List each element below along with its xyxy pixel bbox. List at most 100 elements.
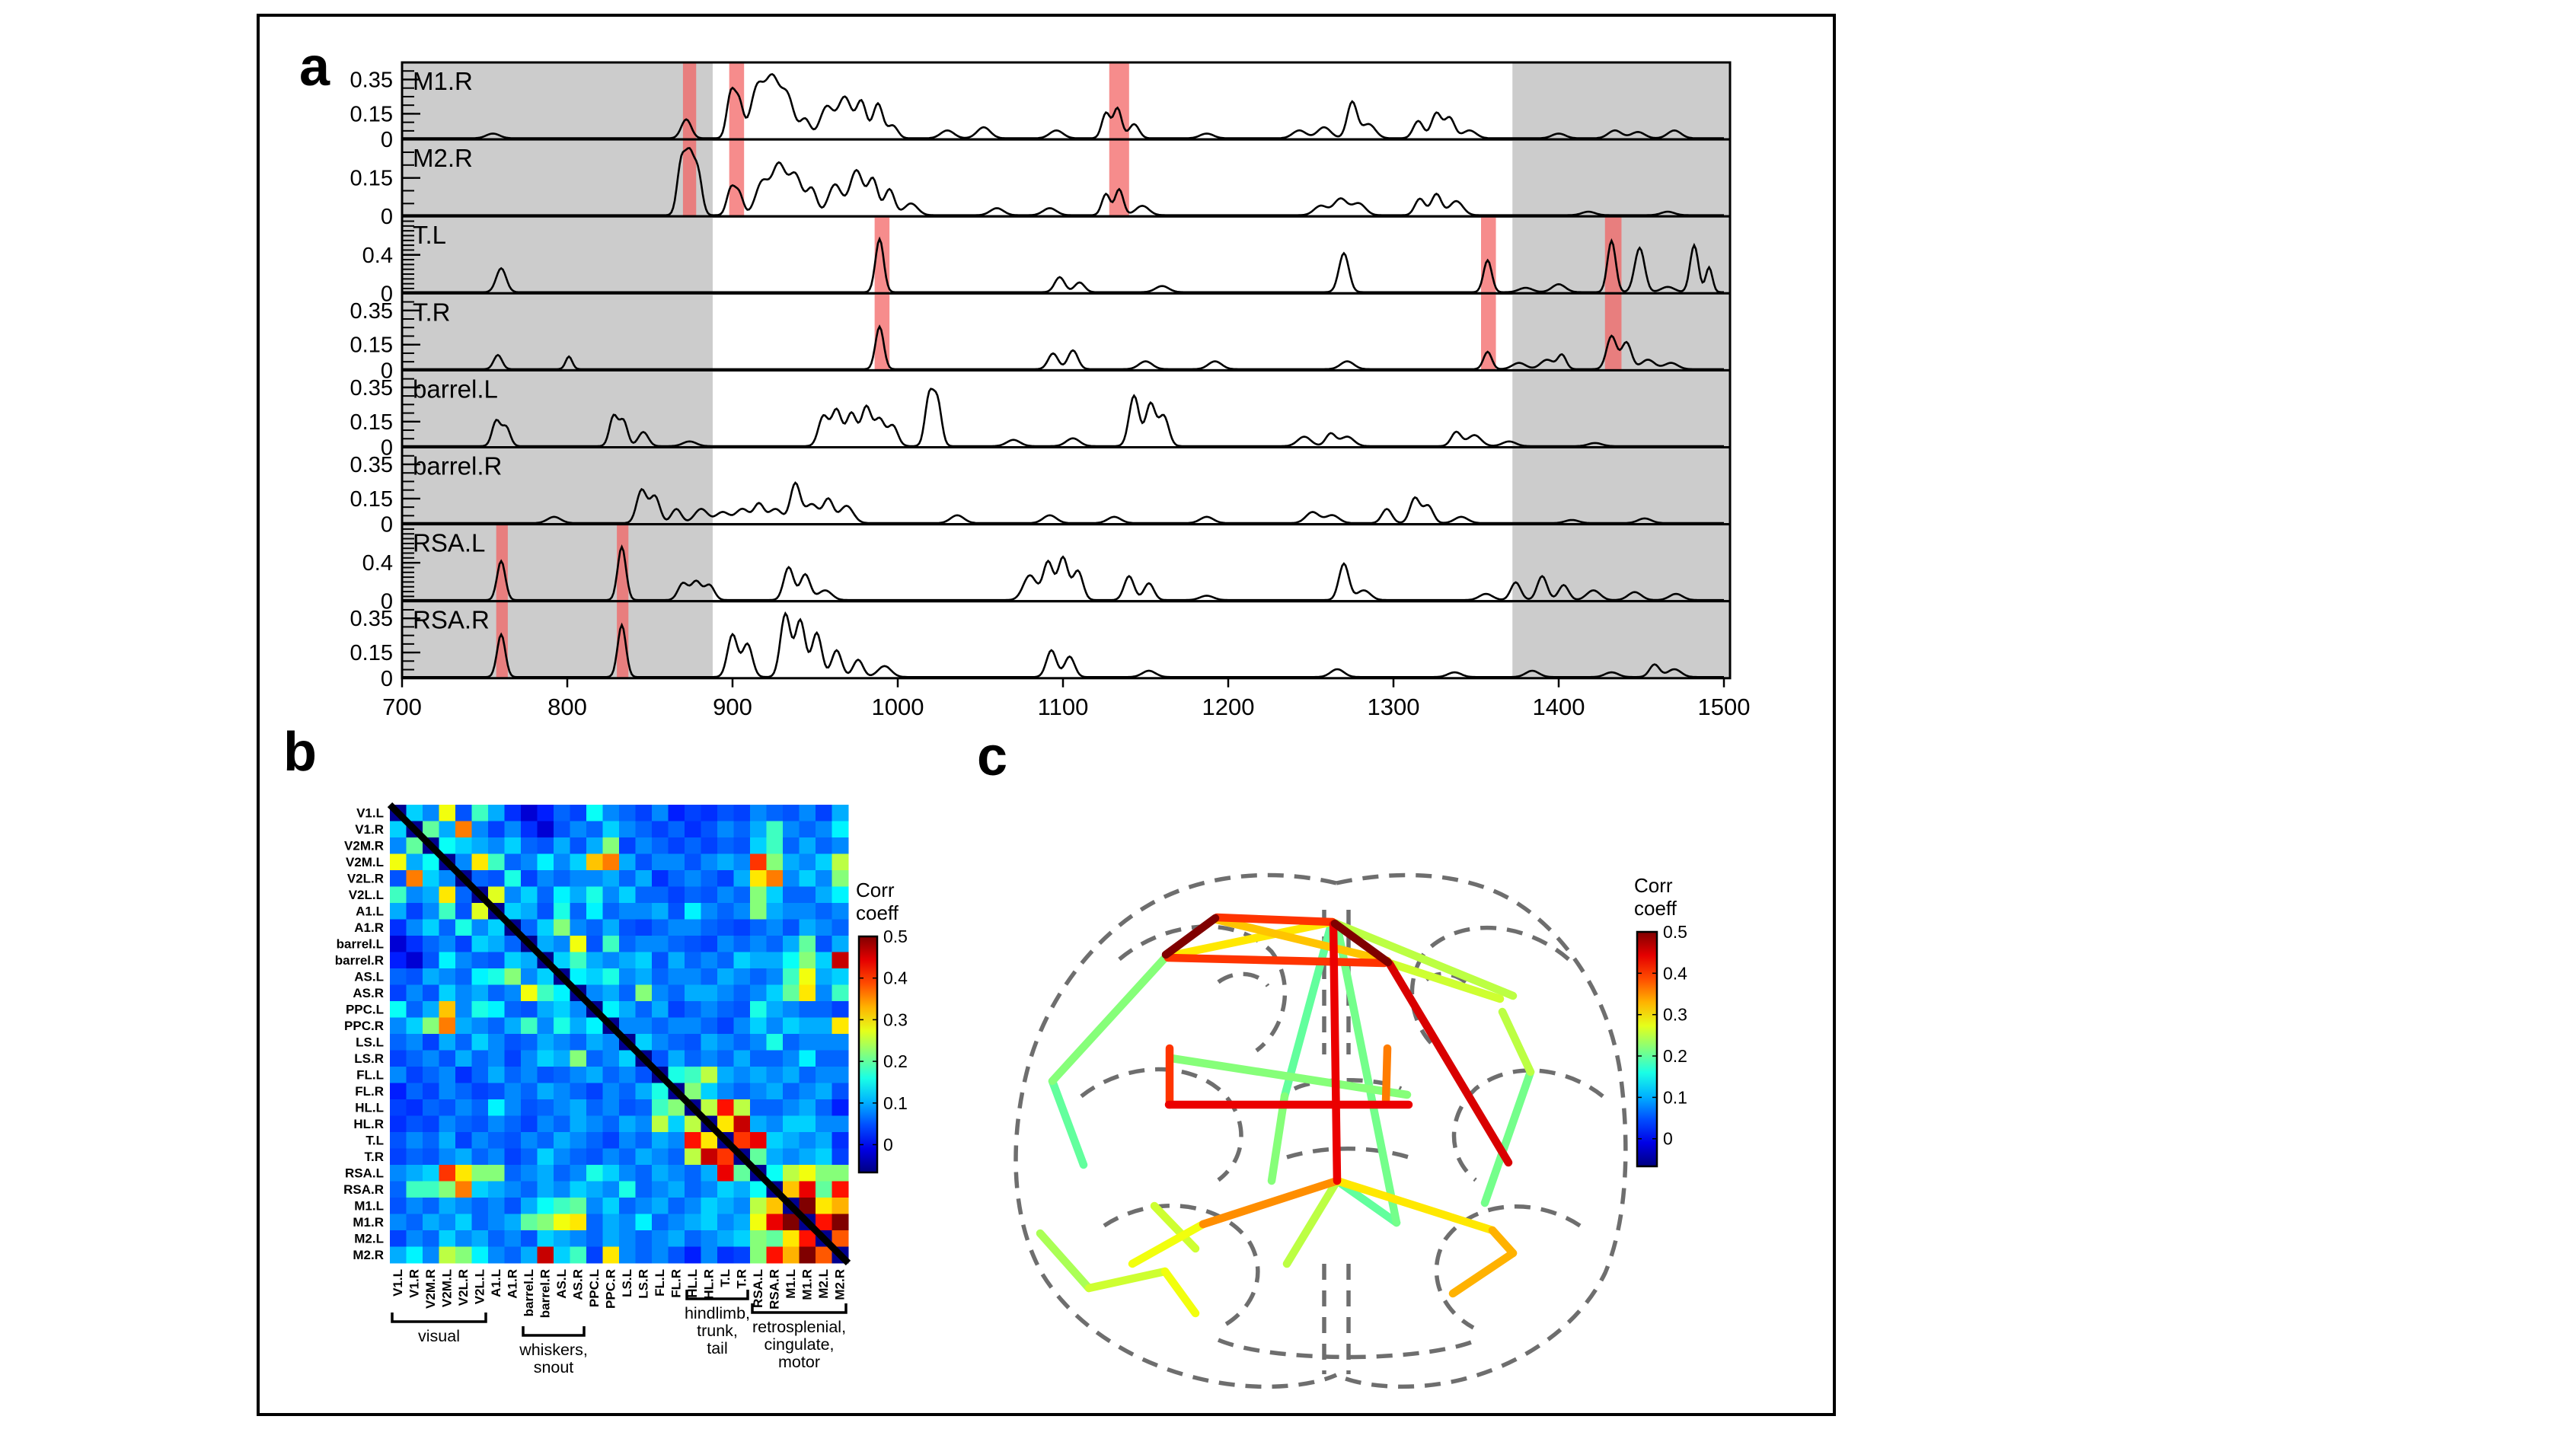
matrix-cell — [635, 903, 653, 920]
matrix-cell — [635, 1181, 653, 1198]
matrix-cell — [685, 903, 701, 920]
matrix-cell — [733, 1181, 751, 1198]
matrix-cell — [471, 936, 489, 952]
matrix-cell — [488, 1083, 505, 1100]
matrix-cell — [390, 1246, 407, 1264]
matrix-cell — [832, 1067, 849, 1083]
x-tick-label: 1000 — [872, 694, 924, 720]
matrix-cell — [766, 1246, 784, 1264]
resting-epoch-shade — [1512, 62, 1730, 140]
matrix-cell — [471, 919, 489, 936]
matrix-cell — [586, 903, 603, 920]
x-tick-label: 1300 — [1368, 694, 1420, 720]
matrix-cell — [783, 1067, 800, 1083]
group-bracket — [522, 1326, 586, 1337]
matrix-cell — [406, 1034, 423, 1051]
matrix-cell — [766, 1198, 784, 1214]
group-label: trunk, — [697, 1322, 738, 1340]
matrix-cell — [554, 1115, 570, 1133]
matrix-cell — [750, 837, 767, 854]
matrix-cell — [439, 1017, 456, 1035]
matrix-cell — [521, 1115, 538, 1133]
matrix-cell — [602, 1246, 620, 1264]
matrix-cell — [439, 1181, 456, 1198]
matrix-cell — [570, 968, 587, 985]
matrix-cell — [521, 886, 538, 904]
matrix-cell — [439, 1132, 456, 1149]
matrix-col-label: V1.R — [407, 1269, 422, 1298]
matrix-cell — [816, 952, 832, 969]
matrix-cell — [488, 1230, 505, 1247]
matrix-cell — [685, 1230, 701, 1247]
matrix-cell — [799, 1001, 816, 1018]
matrix-cell — [423, 805, 439, 821]
highlight-epoch-bar — [1481, 293, 1496, 371]
matrix-cell — [799, 1115, 816, 1133]
matrix-cell — [406, 936, 423, 952]
matrix-cell — [635, 936, 653, 952]
highlight-epoch-bar — [617, 524, 629, 601]
matrix-cell — [488, 1214, 505, 1231]
panel-a-traces-plot: 0.350.150M1.R0.150M2.R0.40T.L0.350.150T.… — [350, 61, 1750, 720]
region-label: RSA.L — [413, 529, 485, 557]
matrix-cell — [717, 1198, 734, 1214]
matrix-cell — [619, 870, 636, 887]
matrix-cell — [471, 870, 489, 887]
trace-row-barrel.L: 0.35 0.150 barrel.L — [350, 368, 1732, 461]
matrix-cell — [504, 1230, 522, 1247]
colorbar-title: coeff — [1634, 897, 1677, 920]
network-edge — [1036, 1229, 1093, 1293]
matrix-cell — [504, 1132, 522, 1149]
matrix-cell — [488, 1067, 505, 1083]
network-edge — [1167, 1054, 1412, 1099]
matrix-cell — [537, 936, 554, 952]
network-edge — [1333, 921, 1401, 1227]
matrix-cell — [816, 1148, 832, 1166]
matrix-cell — [832, 1132, 849, 1149]
matrix-cell — [635, 968, 653, 985]
matrix-cell — [652, 984, 669, 1002]
y-tick-label: 0 — [381, 436, 393, 461]
matrix-cell — [832, 870, 849, 887]
colorbar-tick-label: 0.5 — [1663, 922, 1687, 942]
matrix-cell — [635, 919, 653, 936]
network-edge — [1048, 952, 1170, 1086]
matrix-cell — [717, 1181, 734, 1198]
y-tick-label: 0.15 — [350, 167, 393, 191]
matrix-cell — [733, 1050, 751, 1067]
matrix-cell — [717, 1214, 734, 1231]
highlight-epoch-bar — [1604, 293, 1622, 371]
matrix-cell — [537, 1165, 554, 1182]
matrix-col-label: FL.R — [669, 1269, 684, 1298]
matrix-cell — [750, 1132, 767, 1149]
matrix-cell — [783, 936, 800, 952]
matrix-cell — [521, 1181, 538, 1198]
region-label: T.L — [413, 221, 446, 249]
matrix-cell — [423, 1034, 439, 1051]
matrix-cell — [471, 1214, 489, 1231]
matrix-cell — [537, 903, 554, 920]
matrix-cell — [471, 1083, 489, 1100]
matrix-cell — [652, 968, 669, 985]
matrix-cell — [406, 870, 423, 887]
matrix-cell — [766, 1067, 784, 1083]
matrix-cell — [717, 821, 734, 838]
matrix-cell — [766, 1132, 784, 1149]
matrix-cell — [471, 1017, 489, 1035]
matrix-cell — [635, 1099, 653, 1116]
matrix-cell — [570, 1115, 587, 1133]
colorbar-tick-label: 0 — [1663, 1129, 1673, 1149]
matrix-row-label: M1.R — [353, 1215, 384, 1230]
matrix-cell — [537, 1001, 554, 1018]
matrix-cell — [554, 805, 570, 821]
y-tick-label: 0.15 — [350, 102, 393, 126]
matrix-cell — [423, 1001, 439, 1018]
matrix-cell — [586, 1181, 603, 1198]
matrix-cell — [668, 1214, 685, 1231]
matrix-cell — [406, 837, 423, 854]
matrix-cell — [701, 1001, 718, 1018]
matrix-cell — [586, 837, 603, 854]
matrix-cell — [652, 1132, 669, 1149]
matrix-cell — [406, 1017, 423, 1035]
brain-outline-path — [1451, 1068, 1604, 1182]
